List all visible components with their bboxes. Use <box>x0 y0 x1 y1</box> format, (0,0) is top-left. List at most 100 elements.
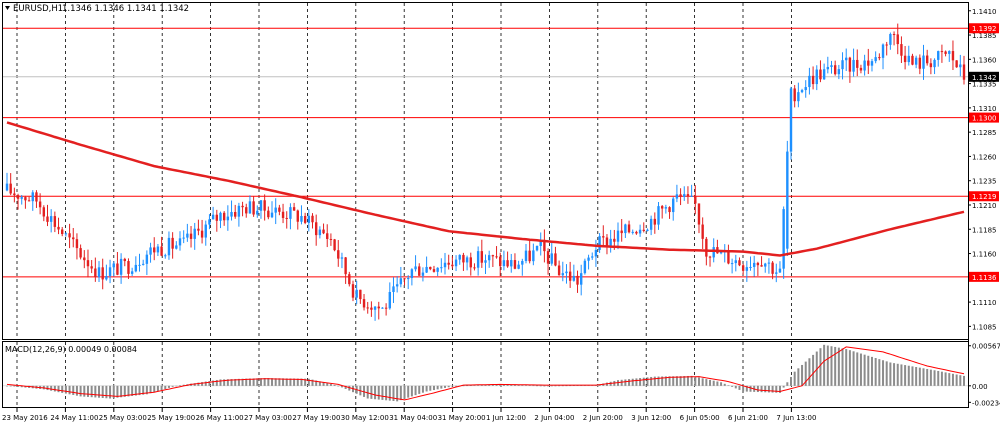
macd-histogram-bar <box>149 385 152 394</box>
macd-histogram-bar <box>859 353 862 386</box>
candle-body <box>440 267 443 269</box>
candle-body <box>642 229 645 231</box>
candle-body <box>20 197 23 199</box>
macd-histogram-bar <box>963 375 965 386</box>
candle-body <box>351 284 355 298</box>
candle-body <box>388 292 391 309</box>
macd-histogram-bar <box>672 376 675 386</box>
candle-body <box>892 34 896 36</box>
candle-body <box>782 209 785 269</box>
candle-body <box>399 278 403 285</box>
candle-body <box>61 229 64 235</box>
candle-body <box>572 275 576 281</box>
macd-histogram-bar <box>425 385 428 392</box>
candle-body <box>197 228 200 231</box>
macd-histogram-bar <box>469 385 472 386</box>
candle-body <box>793 88 796 102</box>
macd-histogram-bar <box>138 385 141 396</box>
macd-histogram-bar <box>50 385 53 391</box>
candle-body <box>281 211 285 218</box>
time-label: 7 Jun 13:00 <box>776 414 816 422</box>
moving-average <box>6 121 965 257</box>
candle-body <box>476 251 480 268</box>
macd-histogram-bar <box>145 385 148 395</box>
candle-body <box>403 278 406 280</box>
macd-histogram-bar <box>524 385 527 386</box>
macd-histogram-bar <box>823 344 826 386</box>
macd-histogram-bar <box>683 376 686 386</box>
macd-histogram-bar <box>554 385 557 387</box>
time-label: 25 May 19:00 <box>147 414 195 422</box>
macd-histogram-bar <box>374 385 377 400</box>
macd-histogram-bar <box>333 384 336 386</box>
candle-body <box>451 264 454 267</box>
candle-body <box>156 246 160 253</box>
candle-body <box>811 75 815 85</box>
candle-body <box>57 226 60 230</box>
candle-body <box>49 216 53 222</box>
candle-body <box>366 307 369 309</box>
macd-histogram-bar <box>377 385 380 400</box>
candle-body <box>167 237 171 256</box>
macd-histogram-bar <box>716 381 719 386</box>
macd-histogram-bar <box>160 385 163 391</box>
candle-body <box>226 216 230 221</box>
macd-histogram-bar <box>889 362 892 386</box>
candle-body <box>513 260 517 269</box>
macd-indicator <box>3 344 968 402</box>
candle-body <box>646 229 649 231</box>
macd-histogram-bar <box>245 378 248 386</box>
candle-body <box>797 92 800 102</box>
macd-histogram-bar <box>403 385 406 399</box>
macd-signal-line <box>6 346 965 401</box>
macd-histogram-bar <box>326 383 329 386</box>
macd-histogram-bar <box>521 385 524 386</box>
candle-body <box>565 271 568 274</box>
candle-body <box>418 266 421 276</box>
macd-histogram-bar <box>259 378 262 386</box>
candle-body <box>752 262 756 267</box>
macd-histogram-bar <box>219 379 222 386</box>
candle-body <box>495 256 498 258</box>
candle-body <box>373 306 377 310</box>
macd-histogram-bar <box>863 354 866 386</box>
level-tag-label: 1.1300 <box>972 115 997 123</box>
macd-histogram-bar <box>734 385 737 389</box>
macd-histogram-bar <box>657 376 660 386</box>
time-label: 1 Jun 12:00 <box>486 414 526 422</box>
macd-histogram-bar <box>565 385 568 387</box>
candle-body <box>359 289 362 300</box>
macd-histogram-bar <box>561 385 564 387</box>
dropdown-triangle-icon[interactable] <box>5 6 10 10</box>
candle-body <box>664 207 668 209</box>
macd-histogram-bar <box>951 373 954 386</box>
macd-histogram-bar <box>86 385 89 397</box>
candle-body <box>694 195 697 204</box>
macd-histogram-bar <box>252 378 255 386</box>
macd-histogram-bar <box>723 383 726 386</box>
candle-body <box>259 200 263 211</box>
candle-body <box>447 262 450 265</box>
candle-body <box>344 257 347 275</box>
candle-body <box>101 267 104 280</box>
macd-histogram-bar <box>9 385 12 387</box>
candle-body <box>307 215 311 223</box>
candle-body <box>568 271 572 281</box>
candle-body <box>959 64 962 68</box>
macd-histogram-bar <box>127 385 130 397</box>
price-tick-label: 1.1210 <box>972 202 997 210</box>
macd-histogram-bar <box>797 368 800 386</box>
macd-histogram-bar <box>922 368 925 386</box>
macd-histogram-bar <box>848 350 851 386</box>
macd-histogram-bar <box>502 384 505 386</box>
candle-body <box>35 192 38 202</box>
candle-body <box>539 240 542 246</box>
macd-histogram-bar <box>948 373 951 386</box>
symbol-header[interactable]: EURUSD,H1 1.1346 1.1346 1.1341 1.1342 <box>5 4 189 14</box>
candle-body <box>833 65 837 75</box>
macd-histogram-bar <box>98 385 101 398</box>
macd-histogram-bar <box>885 361 888 386</box>
macd-histogram-bar <box>808 358 811 386</box>
horizontal-levels[interactable] <box>3 27 968 278</box>
